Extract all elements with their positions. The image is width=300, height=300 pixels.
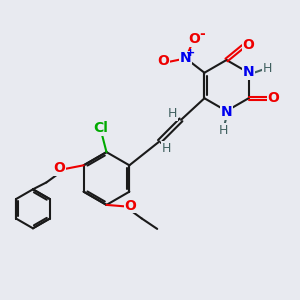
Text: H: H (161, 142, 171, 154)
Text: O: O (188, 32, 200, 46)
Text: N: N (180, 51, 192, 65)
Text: O: O (54, 161, 66, 175)
Text: O: O (242, 38, 254, 52)
Text: Cl: Cl (93, 121, 108, 135)
Text: H: H (219, 124, 228, 137)
Text: H: H (263, 62, 272, 75)
Text: N: N (221, 105, 232, 119)
Text: O: O (124, 199, 136, 213)
Text: O: O (157, 54, 169, 68)
Text: -: - (200, 27, 205, 41)
Text: N: N (243, 65, 254, 79)
Text: O: O (268, 91, 279, 105)
Text: +: + (186, 48, 196, 58)
Text: H: H (168, 107, 177, 120)
